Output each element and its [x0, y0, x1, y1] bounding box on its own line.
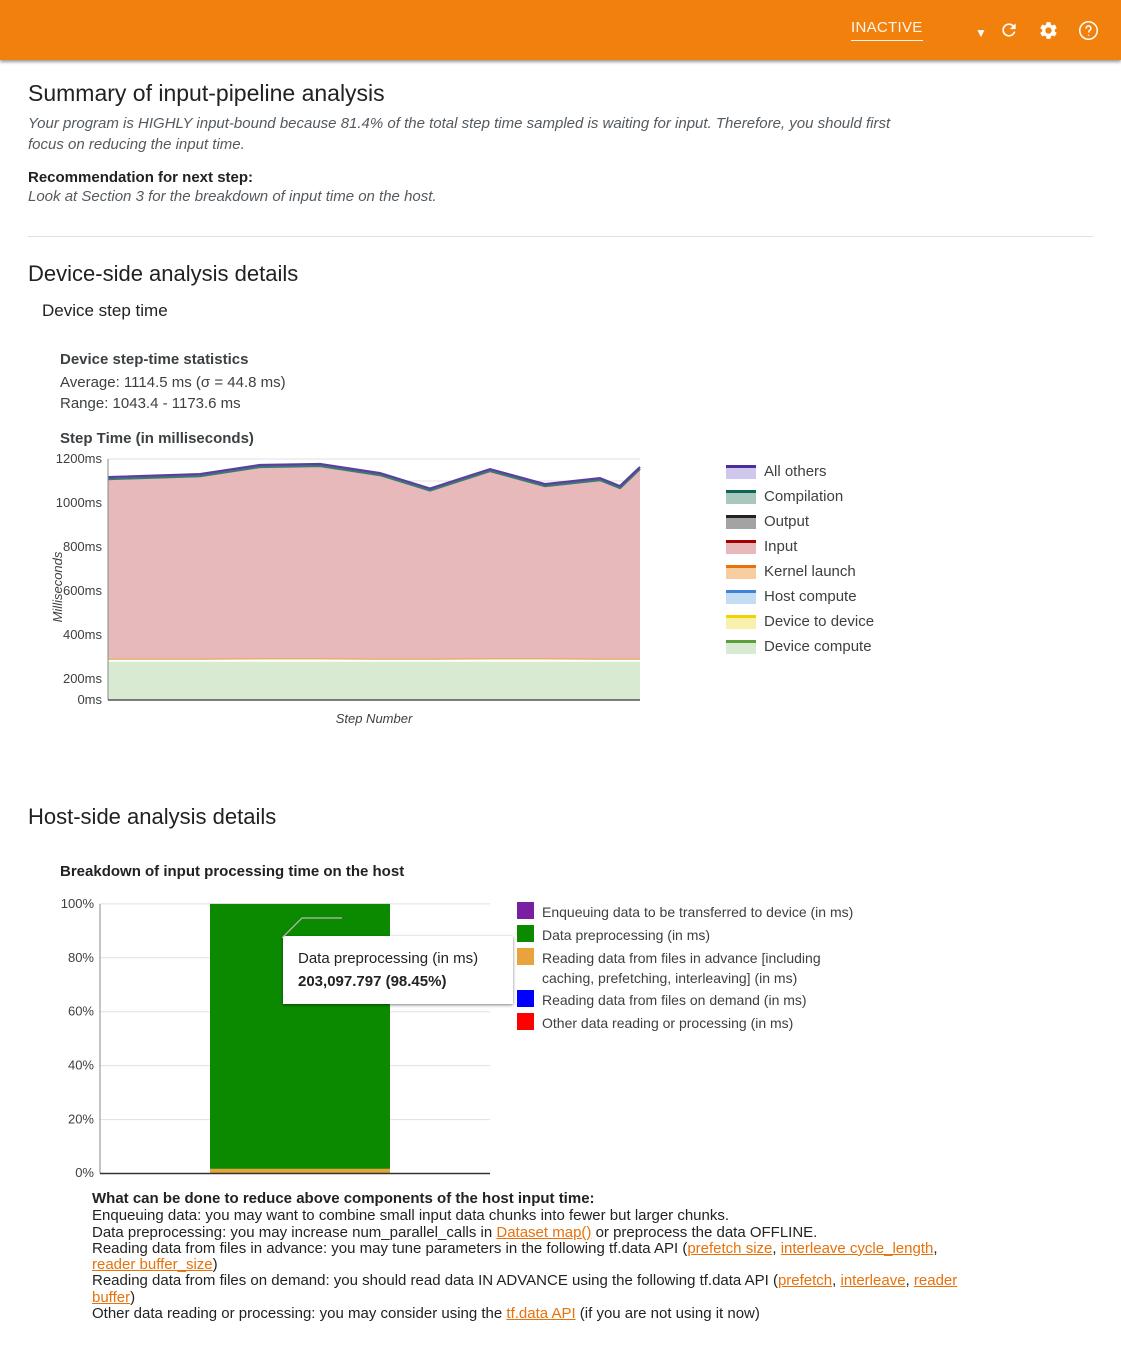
svg-text:0ms: 0ms	[77, 692, 102, 707]
svg-text:400ms: 400ms	[63, 627, 103, 642]
svg-text:60%: 60%	[68, 1004, 94, 1019]
svg-text:Step Number: Step Number	[336, 711, 413, 726]
svg-text:0%: 0%	[75, 1165, 94, 1180]
svg-text:40%: 40%	[68, 1058, 94, 1073]
svg-text:1000ms: 1000ms	[56, 495, 103, 510]
svg-text:1200ms: 1200ms	[56, 451, 103, 466]
svg-text:Milliseconds: Milliseconds	[50, 551, 65, 622]
svg-text:800ms: 800ms	[63, 539, 103, 554]
svg-text:200ms: 200ms	[63, 671, 103, 686]
svg-text:100%: 100%	[61, 896, 95, 911]
svg-text:20%: 20%	[68, 1112, 94, 1127]
svg-text:80%: 80%	[68, 950, 94, 965]
svg-text:600ms: 600ms	[63, 583, 103, 598]
